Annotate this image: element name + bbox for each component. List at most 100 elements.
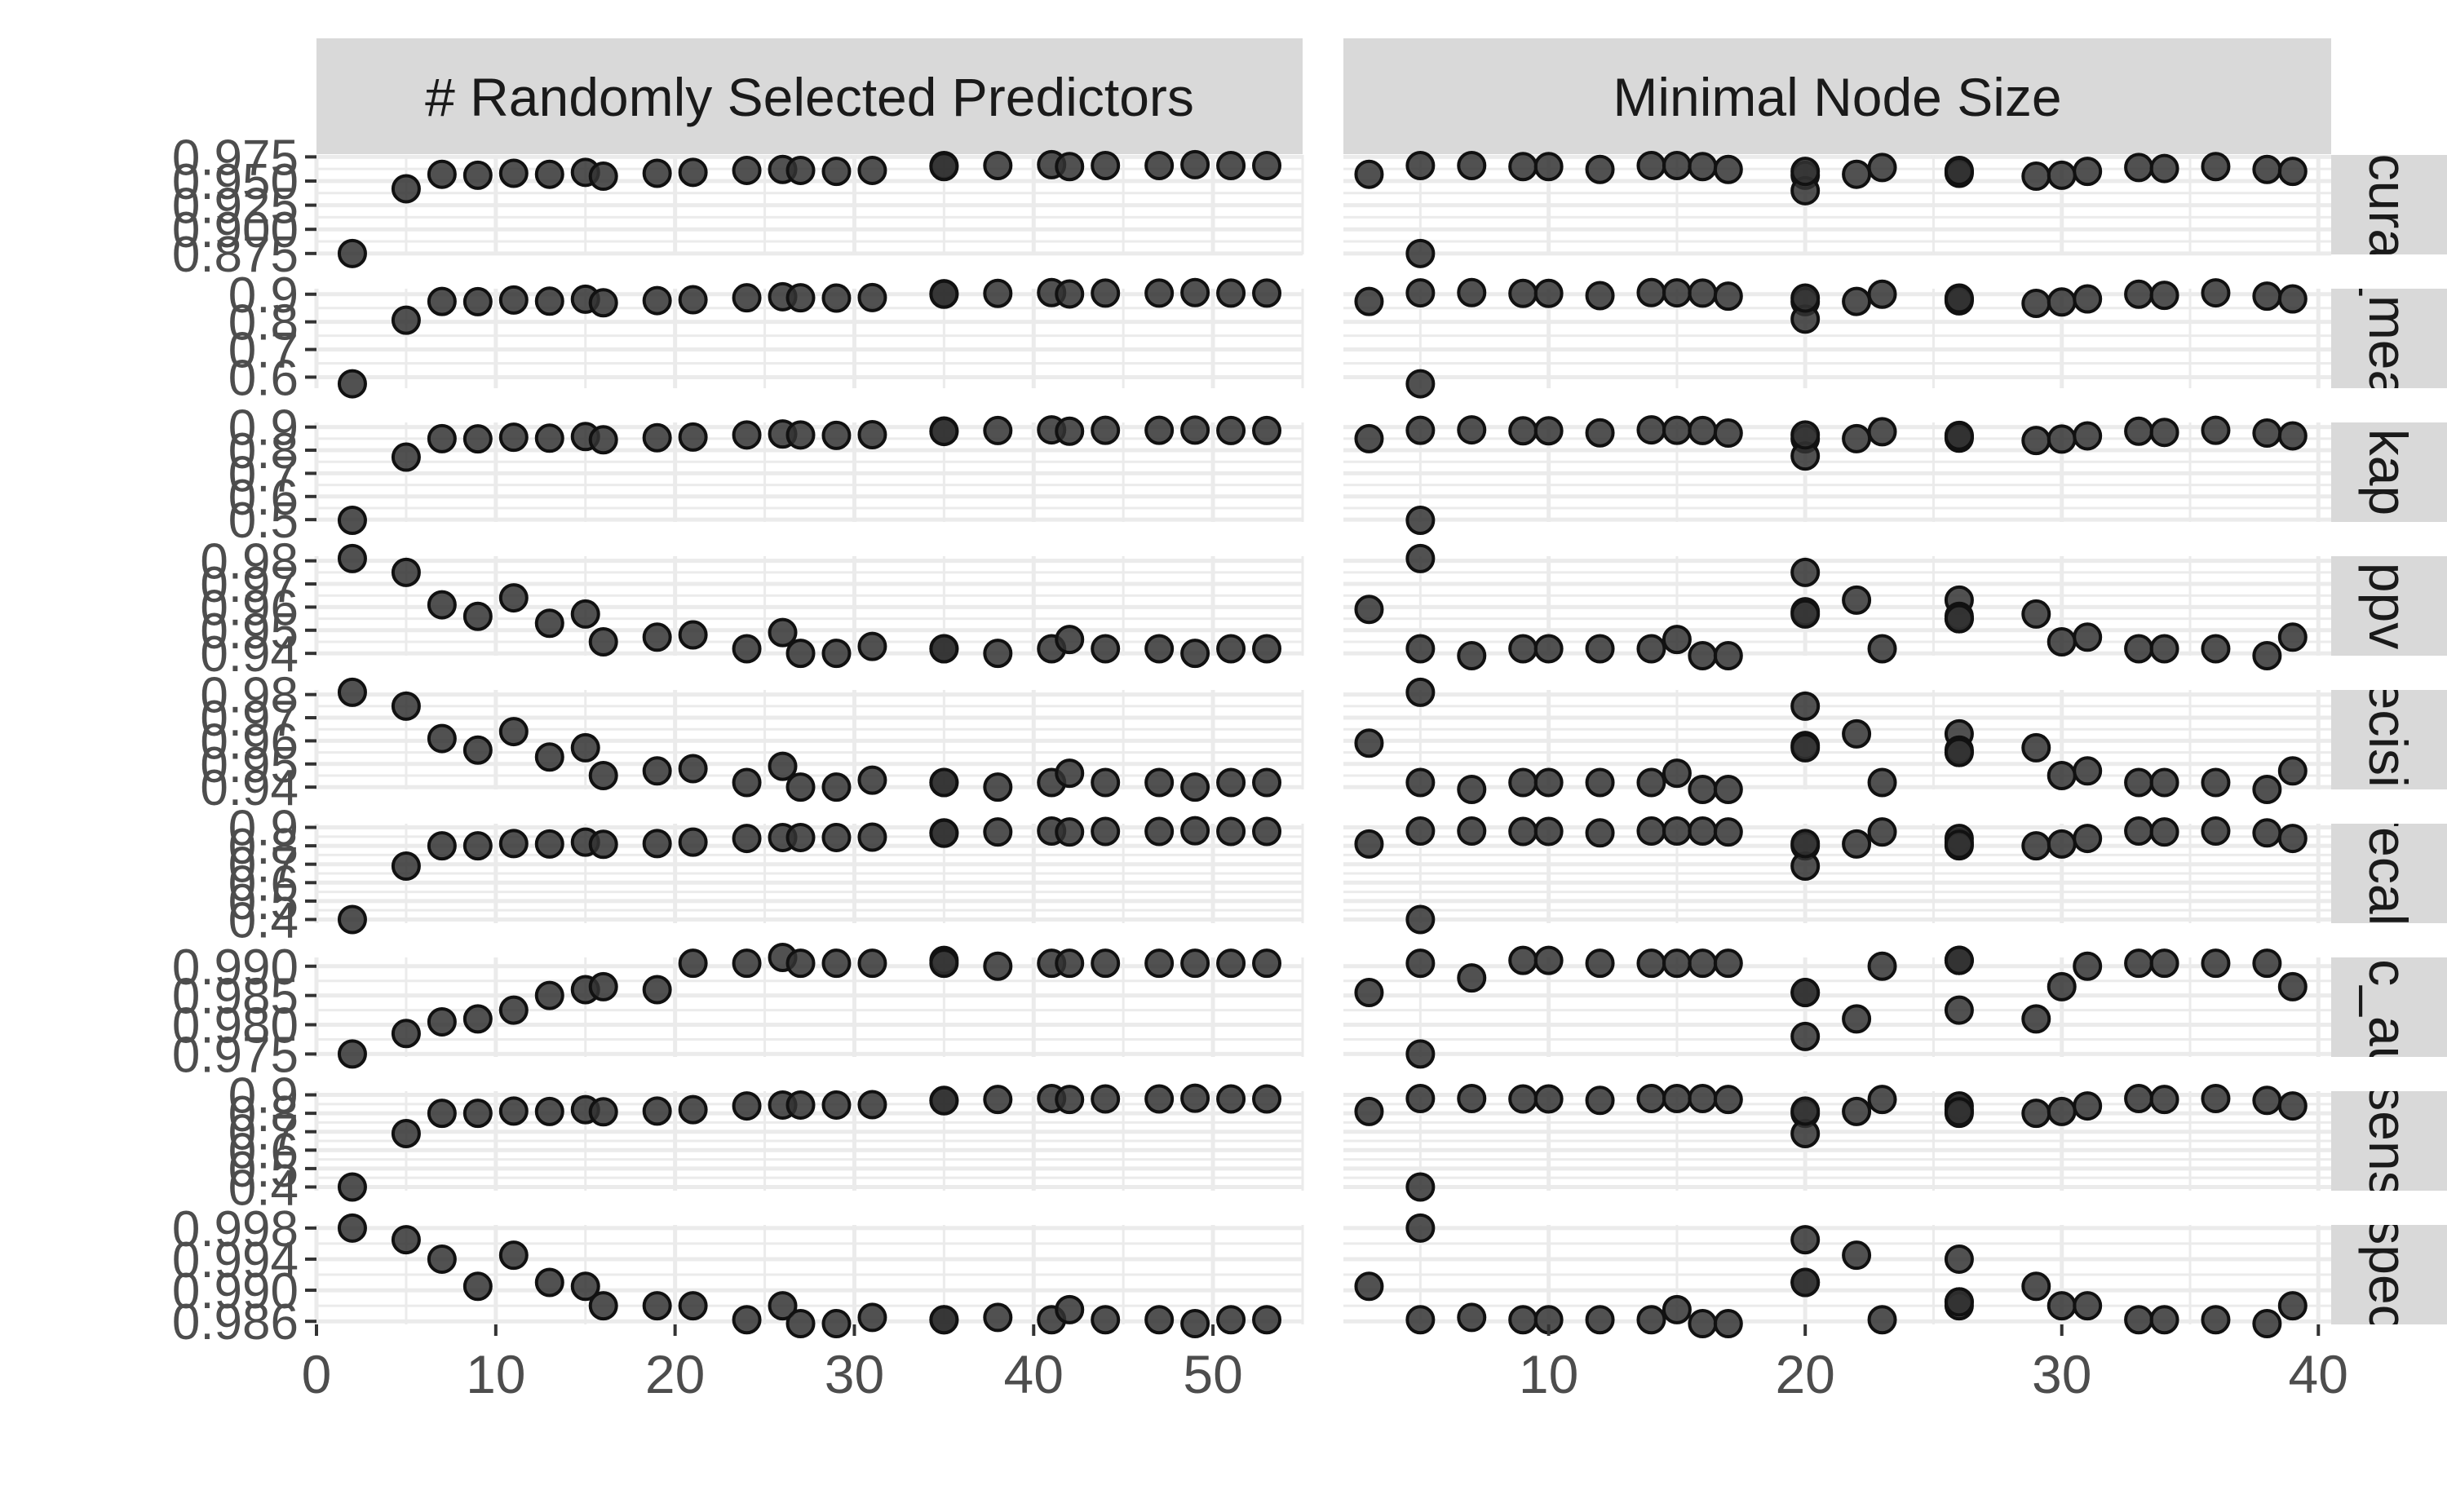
point-f_meas-min_n [1636,277,1666,307]
point-kap-min_n [1662,415,1692,445]
y-tick-label: 0.990 [172,939,299,996]
point-sens-mtry [534,1096,564,1126]
point-precision-mtry [857,765,887,795]
point-recall-mtry [1216,816,1246,847]
point-accuracy-mtry [1252,151,1282,181]
y-tick-label: 0.95 [200,603,299,660]
point-sens-min_n [2149,1085,2179,1115]
point-kap-min_n [2047,424,2077,454]
point-sens-min_n [1790,1096,1821,1126]
point-recall-min_n [2277,824,2308,854]
point-precision-min_n [1457,775,1487,804]
row-strip-ppv [2331,556,2447,656]
point-f_meas-min_n [1405,278,1436,308]
point-precision-mtry [785,772,816,802]
point-roc_auc-min_n [1354,978,1384,1008]
point-roc_auc-min_n [1585,948,1615,979]
point-ppv-mtry [1216,634,1246,664]
point-sens-min_n [2021,1099,2051,1129]
point-recall-mtry [642,829,672,859]
point-sens-mtry [498,1096,529,1126]
y-tick-label: 0.5 [228,493,299,549]
point-accuracy-min_n [1354,159,1384,189]
point-recall-min_n [1688,816,1718,847]
point-recall-mtry [391,851,421,881]
point-sens-mtry [1252,1084,1282,1114]
point-f_meas-mtry [1180,277,1210,307]
point-ppv-min_n [2149,634,2179,664]
point-ppv-mtry [570,599,600,629]
point-sens-mtry [678,1094,708,1125]
point-ppv-min_n [2124,634,2154,664]
point-recall-mtry [983,817,1013,847]
point-spec-mtry [857,1302,887,1333]
point-sens-min_n [1354,1096,1384,1126]
point-recall-min_n [2047,829,2077,859]
panel-spec-mtry [314,1213,1304,1339]
point-recall-mtry [427,831,457,861]
panel-kap-min_n [1343,415,2331,536]
y-tick-label: 0.9 [228,1068,299,1125]
y-tick-label: 0.98 [200,534,299,590]
point-f_meas-min_n [1790,283,1821,313]
point-accuracy-min_n [1585,154,1615,184]
point-roc_auc-min_n [1405,948,1436,979]
point-ppv-min_n [1405,634,1436,664]
panel-sens-min_n [1343,1084,2331,1202]
row-strip-sens [2331,1091,2447,1191]
point-kap-min_n [1585,418,1615,448]
point-sens-min_n [2252,1085,2282,1116]
y-tick-label: 0.925 [172,179,299,235]
point-precision-mtry [1091,767,1121,798]
point-ppv-min_n [2201,634,2231,664]
point-f_meas-min_n [1508,278,1538,308]
point-roc_auc-mtry [1216,948,1246,979]
point-ppv-min_n [2277,622,2308,652]
y-tick-label: 0.6 [228,1123,299,1179]
point-roc_auc-min_n [1944,995,1974,1025]
point-precision-min_n [1688,775,1718,804]
point-sens-mtry [1055,1085,1085,1115]
point-ppv-mtry [427,590,457,620]
point-ppv-mtry [732,634,762,664]
y-axis-precision: 0.940.950.960.970.98 [200,668,316,816]
point-roc_auc-mtry [391,1019,421,1049]
point-precision-mtry [821,772,852,802]
point-spec-min_n [2124,1305,2154,1335]
y-tick-label: 0.6 [228,470,299,526]
point-recall-mtry [678,827,708,857]
point-roc_auc-min_n [1533,945,1564,975]
y-tick-label: 0.985 [172,969,299,1025]
point-f_meas-min_n [1688,278,1718,308]
point-kap-min_n [2201,415,2231,445]
point-precision-mtry [391,691,421,721]
point-sens-mtry [983,1085,1013,1115]
point-accuracy-mtry [588,161,618,192]
point-roc_auc-min_n [1790,978,1821,1008]
point-f_meas-mtry [732,283,762,313]
point-f_meas-mtry [534,286,564,316]
point-precision-min_n [2073,756,2103,786]
y-tick-label: 0.9 [228,267,299,324]
point-recall-mtry [337,904,367,935]
y-tick-label: 0.97 [200,557,299,613]
point-recall-min_n [1354,829,1384,859]
point-kap-mtry [534,423,564,453]
point-spec-mtry [768,1291,798,1321]
y-tick-label: 0.980 [172,998,299,1054]
point-spec-min_n [1662,1294,1692,1324]
point-roc_auc-min_n [2277,971,2308,1001]
y-tick-label: 0.900 [172,202,299,259]
x-tick-label: 20 [1775,1344,1834,1404]
point-ppv-min_n [2073,622,2103,652]
point-recall-min_n [1662,816,1692,847]
point-roc_auc-mtry [785,948,816,979]
point-ppv-min_n [1585,634,1615,664]
x-tick-label: 10 [466,1344,525,1404]
point-ppv-mtry [983,639,1013,669]
point-roc_auc-min_n [1842,1004,1872,1034]
point-kap-mtry [1091,415,1121,445]
point-f_meas-min_n [2073,284,2103,314]
point-kap-mtry [857,420,887,450]
point-ppv-mtry [462,601,493,631]
